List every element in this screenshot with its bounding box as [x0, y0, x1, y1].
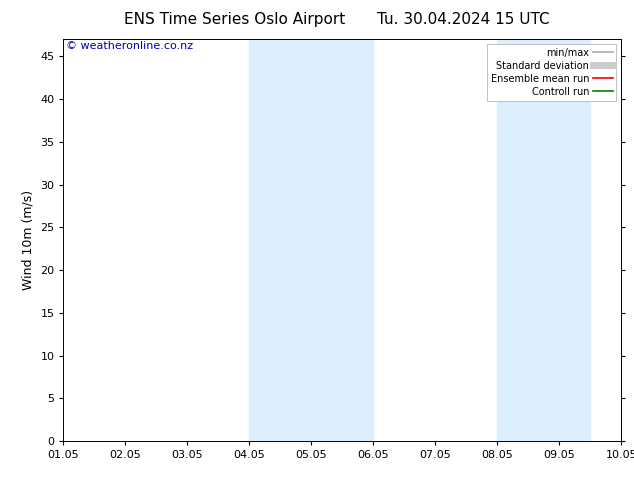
Y-axis label: Wind 10m (m/s): Wind 10m (m/s) [22, 190, 35, 290]
Bar [497, 39, 590, 441]
Bar [249, 39, 373, 441]
Legend: min/max, Standard deviation, Ensemble mean run, Controll run: min/max, Standard deviation, Ensemble me… [487, 44, 616, 100]
Text: ENS Time Series Oslo Airport: ENS Time Series Oslo Airport [124, 12, 345, 27]
Text: Tu. 30.04.2024 15 UTC: Tu. 30.04.2024 15 UTC [377, 12, 549, 27]
Text: © weatheronline.co.nz: © weatheronline.co.nz [66, 41, 193, 51]
